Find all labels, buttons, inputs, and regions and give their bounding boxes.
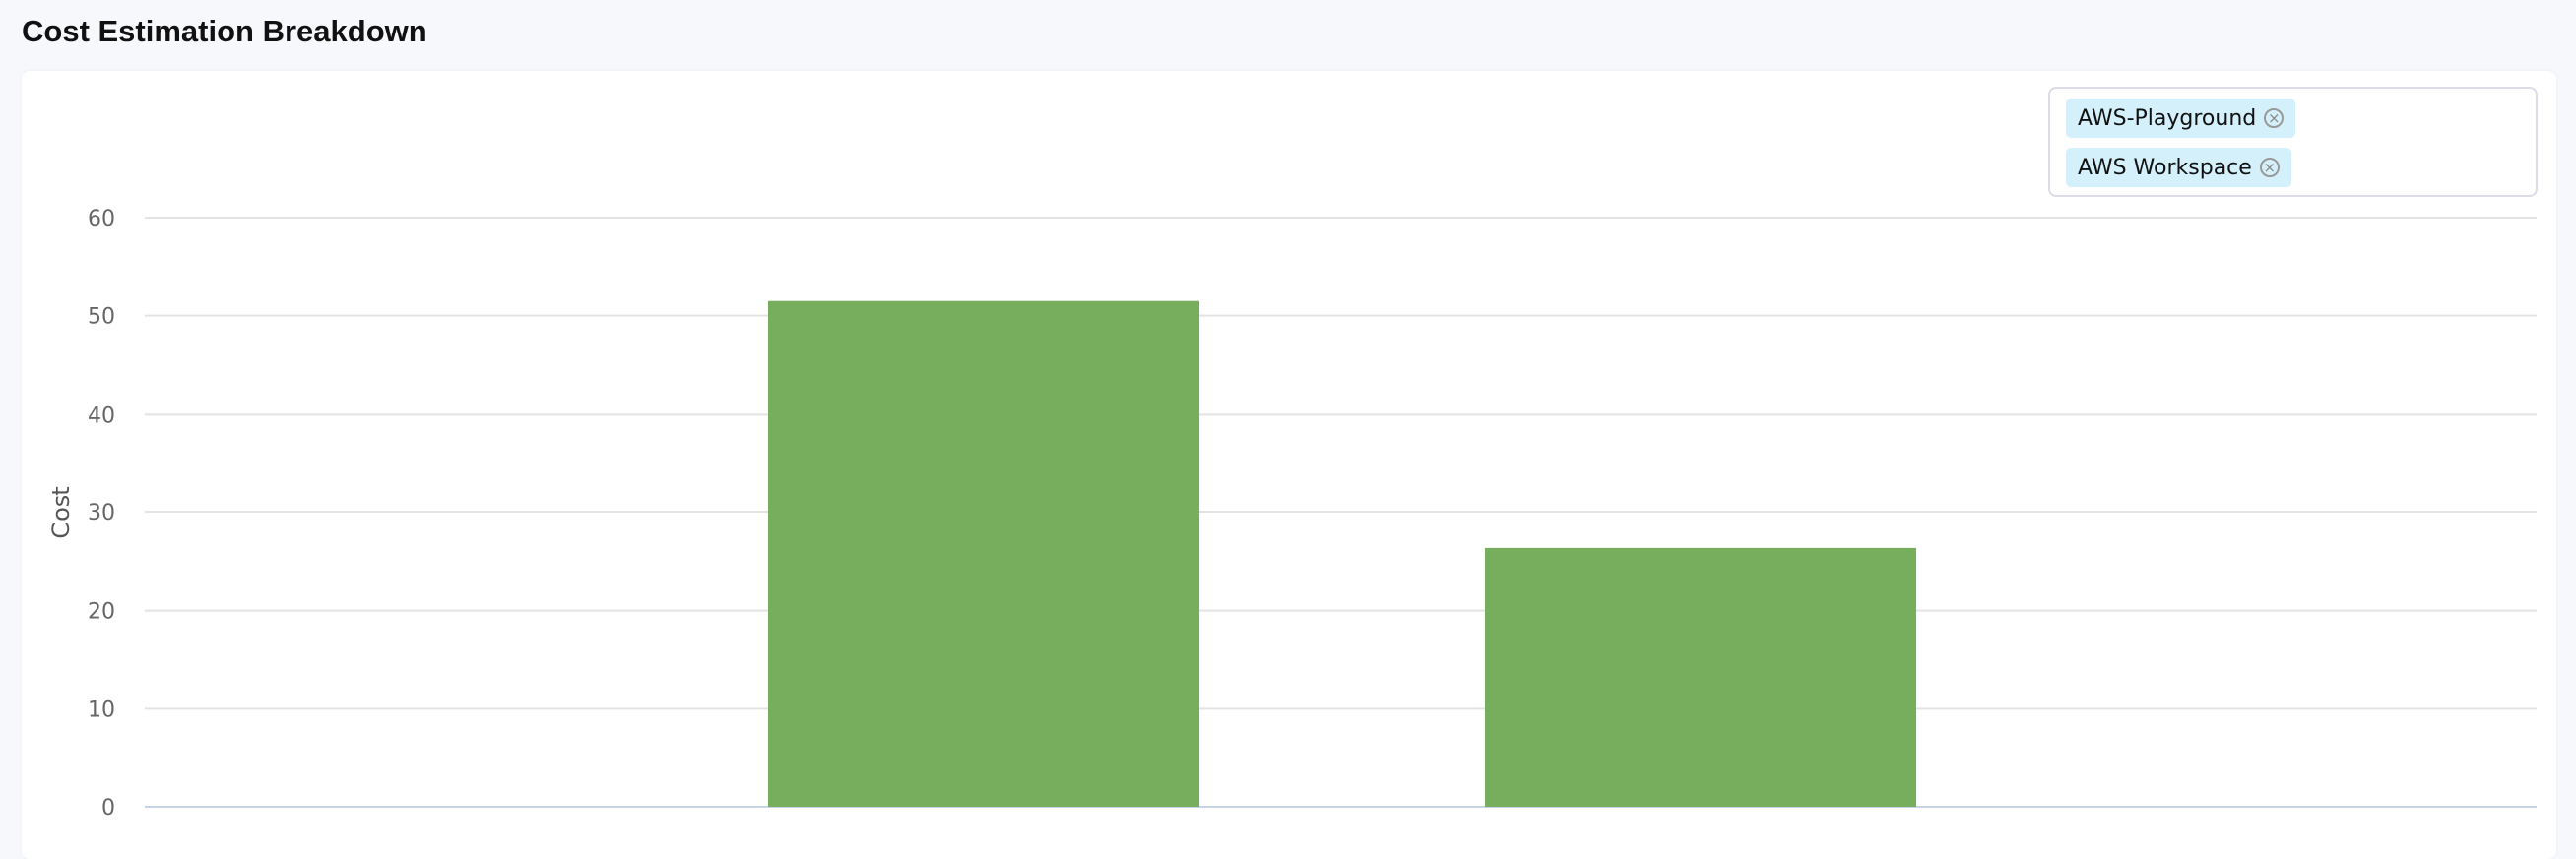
y-tick-label: 0 xyxy=(101,796,115,821)
y-tick-label: 60 xyxy=(88,207,115,231)
bar-0[interactable] xyxy=(768,300,1199,807)
bar-chart: Cost 0 10 20 30 40 50 60 xyxy=(47,207,2537,821)
chip-label: AWS-Playground xyxy=(2078,105,2257,131)
y-tick-label: 30 xyxy=(88,501,115,526)
close-circle-icon[interactable]: × xyxy=(2264,108,2285,128)
close-circle-icon[interactable]: × xyxy=(2259,158,2280,177)
y-tick-label: 50 xyxy=(88,305,115,330)
chart-card xyxy=(22,71,2556,859)
filter-chip-aws-playground[interactable]: AWS-Playground × xyxy=(2066,99,2296,138)
y-tick-label: 20 xyxy=(88,600,115,625)
chip-label: AWS Workspace xyxy=(2078,155,2252,180)
y-axis-label: Cost xyxy=(47,486,75,538)
y-tick-label: 40 xyxy=(88,403,115,428)
filter-chip-aws-workspace[interactable]: AWS Workspace × xyxy=(2066,148,2291,187)
y-tick-label: 10 xyxy=(88,697,115,722)
page-title: Cost Estimation Breakdown xyxy=(22,14,427,48)
filter-chip-box[interactable]: AWS-Playground × AWS Workspace × xyxy=(2048,87,2538,197)
bar-1[interactable] xyxy=(1485,547,1916,807)
